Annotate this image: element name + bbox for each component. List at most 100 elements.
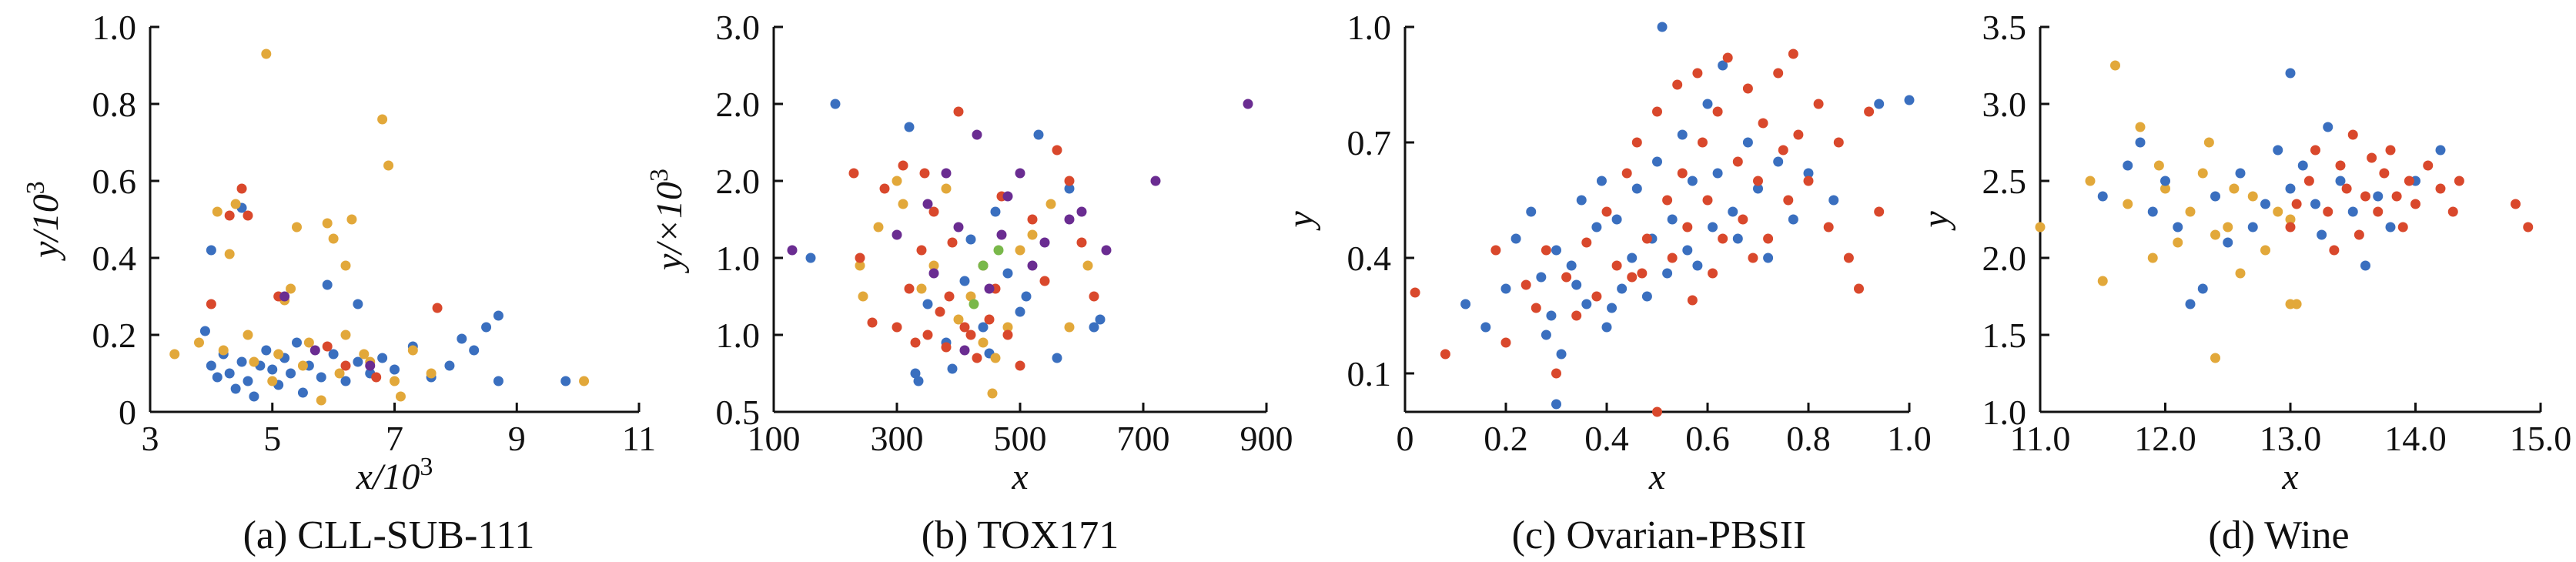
x-tick-label: 11.0: [2010, 419, 2071, 458]
data-point-red: [1440, 349, 1450, 360]
data-point-red: [1581, 237, 1592, 248]
data-point-orange: [194, 337, 204, 348]
data-point-blue: [2185, 299, 2196, 309]
data-point-red: [1641, 233, 1652, 244]
data-point-blue: [1052, 353, 1062, 363]
data-point-red: [1778, 145, 1788, 156]
data-point-red: [848, 168, 859, 179]
data-point-red: [1561, 272, 1572, 283]
data-point-blue: [1526, 206, 1537, 217]
data-point-red: [1089, 291, 1099, 302]
x-tick-label: 14.0: [2384, 419, 2447, 458]
y-tick-label: 0.4: [1347, 239, 1392, 278]
y-tick-label: 0: [119, 393, 136, 432]
data-point-orange: [2035, 222, 2046, 232]
data-point-red: [1039, 276, 1050, 286]
data-point-blue: [560, 376, 571, 386]
data-point-red: [1854, 283, 1864, 294]
data-point-red: [2367, 152, 2377, 163]
data-point-orange: [1027, 229, 1038, 240]
series-red: [2285, 129, 2534, 256]
data-point-orange: [2291, 299, 2302, 309]
data-point-orange: [2123, 199, 2133, 209]
data-point-red: [2379, 168, 2390, 179]
x-tick-label: 0.4: [1584, 419, 1629, 458]
data-point-red: [1490, 245, 1501, 256]
data-point-red: [340, 360, 351, 371]
data-point-red: [1627, 272, 1638, 283]
data-point-orange: [407, 345, 418, 356]
data-point-red: [947, 237, 958, 248]
data-point-blue: [913, 376, 924, 386]
y-tick-label: 2.0: [716, 85, 761, 124]
data-point-blue: [390, 364, 400, 375]
data-point-orange: [858, 291, 868, 302]
data-point-blue: [1576, 195, 1587, 206]
y-tick-label: 2.0: [1982, 239, 2027, 278]
data-point-blue: [1788, 214, 1798, 225]
data-point-red: [1611, 260, 1622, 271]
data-point-red: [2323, 206, 2333, 217]
data-point-blue: [2210, 191, 2220, 202]
series-orange: [2035, 60, 2302, 363]
data-point-orange: [953, 314, 964, 325]
data-point-red: [1652, 106, 1662, 117]
x-tick-label: 100: [748, 419, 801, 458]
data-point-red: [1662, 195, 1673, 206]
data-point-blue: [2160, 176, 2170, 186]
data-point-red: [1521, 279, 1531, 290]
data-point-orange: [359, 349, 370, 360]
data-point-green: [993, 245, 1004, 256]
data-point-red: [1874, 206, 1885, 217]
data-point-red: [898, 160, 908, 171]
y-axis-label: y/×103: [645, 169, 691, 274]
data-point-red: [2291, 199, 2302, 209]
data-point-red: [243, 210, 253, 221]
data-point-blue: [1480, 322, 1491, 333]
data-point-purple: [1101, 245, 1112, 256]
data-point-red: [1631, 137, 1642, 148]
data-point-orange: [297, 360, 308, 371]
data-point-orange: [212, 206, 222, 217]
x-tick-label: 15.0: [2510, 419, 2572, 458]
data-point-orange: [395, 391, 406, 402]
data-point-blue: [493, 310, 503, 321]
data-point-blue: [2435, 145, 2446, 156]
data-point-blue: [947, 363, 958, 374]
data-point-orange: [898, 199, 908, 209]
data-point-orange: [303, 337, 314, 348]
data-point-blue: [2097, 191, 2108, 202]
y-tick-label: 3.0: [1982, 85, 2027, 124]
data-point-blue: [1662, 268, 1673, 279]
data-point-orange: [340, 330, 351, 340]
data-point-orange: [2097, 276, 2108, 286]
data-point-blue: [236, 356, 247, 367]
data-point-blue: [922, 299, 933, 309]
data-point-red: [2391, 191, 2402, 202]
data-point-blue: [1627, 253, 1638, 263]
y-tick-label: 0.5: [716, 393, 761, 432]
data-point-blue: [1021, 291, 1032, 302]
series-red: [1410, 49, 1885, 417]
x-tick-label: 900: [1240, 419, 1293, 458]
data-point-blue: [1095, 314, 1106, 325]
y-tick-label: 0.4: [92, 239, 137, 278]
data-point-blue: [1773, 156, 1784, 167]
x-tick-label: 0.6: [1685, 419, 1730, 458]
data-point-blue: [292, 337, 302, 348]
data-point-red: [1843, 253, 1854, 263]
x-axis-label: x: [1011, 457, 1028, 497]
data-point-red: [2447, 206, 2458, 217]
data-point-blue: [990, 206, 1001, 217]
data-point-orange: [2203, 137, 2214, 148]
data-point-red: [1692, 68, 1703, 79]
x-axis-label: x/103: [356, 453, 433, 498]
data-point-red: [1687, 295, 1698, 306]
data-point-orange: [2110, 60, 2120, 71]
data-point-orange: [273, 349, 284, 360]
data-point-red: [206, 299, 216, 309]
data-point-blue: [2173, 222, 2183, 232]
data-point-blue: [978, 322, 989, 333]
data-point-blue: [224, 368, 235, 379]
data-point-orange: [1015, 245, 1025, 256]
